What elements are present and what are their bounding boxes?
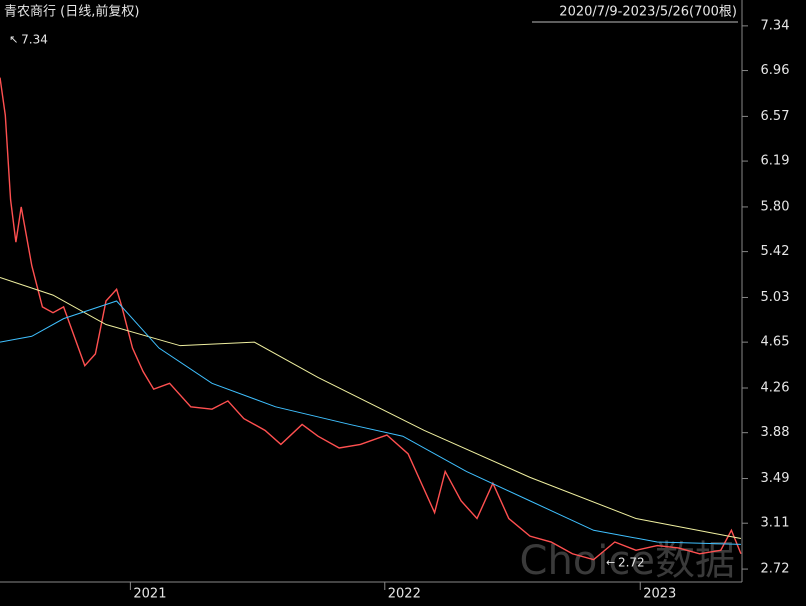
y-tick-label: 5.80 <box>761 199 790 214</box>
y-tick-label: 6.57 <box>761 109 790 124</box>
y-tick-label: 3.49 <box>761 471 790 486</box>
y-tick-label: 2.72 <box>761 562 790 577</box>
x-tick-label: 2023 <box>643 587 676 602</box>
price-line <box>0 77 742 561</box>
price-line <box>0 300 741 545</box>
subtitle: 2020/7/9-2023/5/26(700根) <box>559 5 737 20</box>
price-line <box>0 277 742 539</box>
annotation: 7.34 <box>21 32 48 46</box>
x-tick-label: 2021 <box>133 587 166 602</box>
y-tick-label: 6.96 <box>761 63 790 78</box>
y-tick-label: 7.34 <box>761 18 790 33</box>
annotation: 2.72 <box>618 556 645 570</box>
y-tick-label: 3.88 <box>761 425 790 440</box>
watermark: Choice数据 <box>520 538 735 584</box>
y-tick-label: 5.03 <box>761 290 790 305</box>
x-tick-label: 2022 <box>388 587 421 602</box>
y-tick-label: 4.26 <box>761 381 790 396</box>
y-tick-label: 6.19 <box>761 154 790 169</box>
y-tick-label: 3.11 <box>761 516 790 531</box>
annotation-arrow: ← <box>606 556 615 569</box>
y-tick-label: 4.65 <box>761 335 790 350</box>
y-tick-label: 5.42 <box>761 244 790 259</box>
chart-title: 青农商行 (日线,前复权) <box>4 4 139 20</box>
annotation-arrow: ↖ <box>9 33 18 46</box>
